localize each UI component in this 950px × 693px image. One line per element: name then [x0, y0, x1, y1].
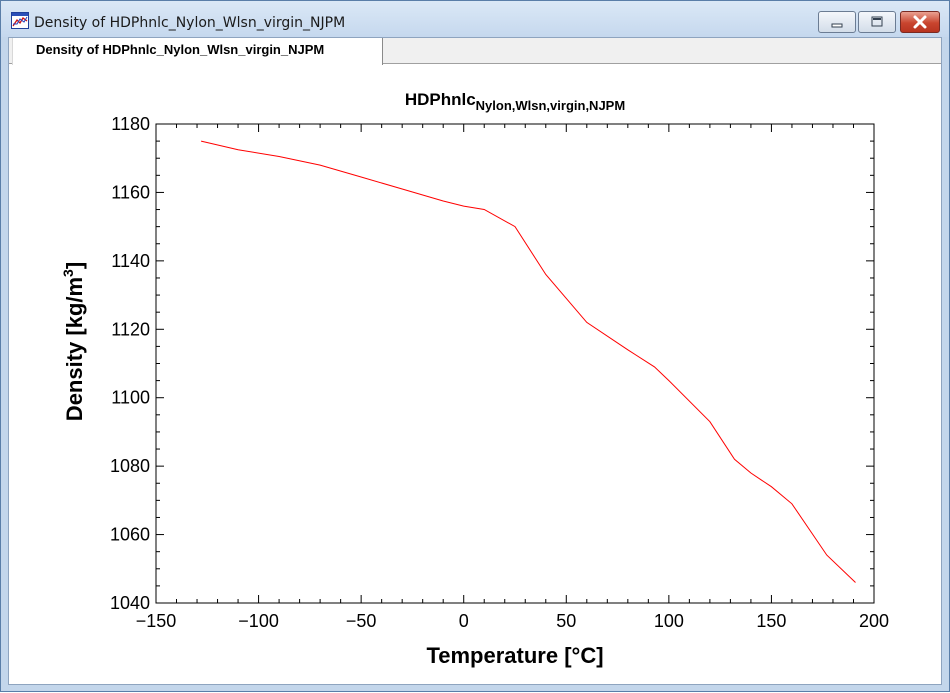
y-tick-label: 1180	[111, 114, 150, 134]
y-tick-label: 1140	[111, 251, 150, 271]
maximize-button[interactable]	[858, 11, 896, 33]
x-tick-label: −50	[346, 611, 377, 631]
title-bar[interactable]: Density of HDPhnlc_Nylon_Wlsn_virgin_NJP…	[1, 1, 949, 37]
x-tick-label: −150	[136, 611, 177, 631]
y-axis-label-superscript: 3	[60, 269, 76, 277]
y-tick-label: 1040	[110, 593, 150, 613]
y-axis-label-suffix: ]	[62, 262, 87, 269]
y-axis-label-main: Density [kg/m	[62, 277, 87, 421]
client-area: Density of HDPhnlc_Nylon_Wlsn_virgin_NJP…	[8, 37, 942, 685]
minimize-button[interactable]	[818, 11, 856, 33]
y-tick-label: 1100	[111, 388, 150, 408]
minimize-icon	[831, 23, 843, 28]
chart-app-icon	[11, 12, 29, 29]
x-tick-label: 100	[654, 611, 684, 631]
x-tick-label: 0	[459, 611, 469, 631]
tab-density-chart[interactable]: Density of HDPhnlc_Nylon_Wlsn_virgin_NJP…	[12, 38, 383, 65]
y-tick-label: 1060	[110, 525, 150, 545]
y-tick-label: 1160	[111, 182, 150, 202]
x-tick-label: 200	[859, 611, 889, 631]
tab-strip: Density of HDPhnlc_Nylon_Wlsn_virgin_NJP…	[9, 38, 941, 65]
chart-title: HDPhnlcNylon,Wlsn,virgin,NJPM	[405, 90, 625, 113]
window-title: Density of HDPhnlc_Nylon_Wlsn_virgin_NJP…	[34, 15, 346, 31]
chart-title-main: HDPhnlc	[405, 90, 476, 109]
close-icon	[913, 15, 927, 29]
close-button[interactable]	[900, 11, 940, 33]
y-tick-label: 1080	[110, 456, 150, 476]
plot-frame	[155, 123, 875, 604]
x-tick-label: 50	[556, 611, 576, 631]
y-axis-label: Density [kg/m3]	[60, 262, 87, 421]
density-series-line	[200, 140, 856, 583]
x-axis-label: Temperature [°C]	[426, 643, 603, 668]
x-tick-label: 150	[756, 611, 786, 631]
y-tick-label: 1120	[111, 319, 150, 339]
chart-title-subscript: Nylon,Wlsn,virgin,NJPM	[476, 98, 626, 113]
x-tick-label: −100	[238, 611, 279, 631]
maximize-icon	[871, 16, 883, 27]
